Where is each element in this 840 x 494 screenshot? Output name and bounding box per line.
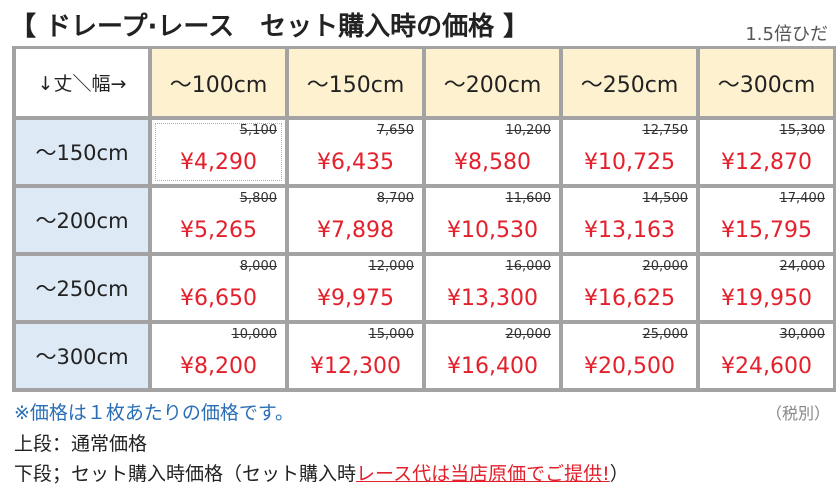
price-cell: 25,000 ¥20,500 <box>561 322 698 390</box>
set-price: ¥6,650 <box>180 286 257 311</box>
set-price: ¥15,795 <box>721 218 812 243</box>
note: 下段；セット購入時価格（セット購入時 <box>14 463 357 485</box>
tax-note: （税別） <box>765 404 830 423</box>
regular-price: 16,000 <box>505 259 552 274</box>
price-cell: 30,000 ¥24,600 <box>698 322 835 390</box>
set-price: ¥19,950 <box>721 286 812 311</box>
set-price: ¥8,580 <box>454 150 531 175</box>
set-price: ¥16,400 <box>447 354 538 379</box>
set-price: ¥8,200 <box>180 354 257 379</box>
set-price: ¥7,898 <box>317 218 394 243</box>
regular-price: 24,000 <box>779 259 826 274</box>
regular-price: 12,000 <box>368 259 415 274</box>
subtitle: 1.5倍ひだ <box>745 24 828 45</box>
price-cell: 12,750 ¥10,725 <box>561 118 698 186</box>
regular-price: 20,000 <box>505 327 552 342</box>
price-cell: 15,300 ¥12,870 <box>698 118 835 186</box>
column-header: ～150cm <box>287 47 424 118</box>
price-cell: 14,500 ¥13,163 <box>561 186 698 254</box>
regular-price: 30,000 <box>779 327 826 342</box>
price-cell: 10,200 ¥8,580 <box>424 118 561 186</box>
row-header: ～200cm <box>14 186 150 254</box>
regular-price: 25,000 <box>642 327 689 342</box>
price-cell: 24,000 ¥19,950 <box>698 254 835 322</box>
price-cell: 16,000 ¥13,300 <box>424 254 561 322</box>
price-cell: 8,700 ¥7,898 <box>287 186 424 254</box>
note: ） <box>609 463 629 485</box>
note: ※価格は１枚あたりの価格です。 <box>14 402 295 424</box>
set-price: ¥6,435 <box>317 150 394 175</box>
column-header: ～100cm <box>150 47 287 118</box>
regular-price: 17,400 <box>779 191 826 206</box>
row-header: ～150cm <box>14 118 150 186</box>
price-cell: 20,000 ¥16,400 <box>424 322 561 390</box>
set-price: ¥12,870 <box>721 150 812 175</box>
corner-header: ↓丈＼幅→ <box>14 47 150 118</box>
regular-price: 11,600 <box>505 191 552 206</box>
set-price: ¥24,600 <box>721 354 812 379</box>
set-price: ¥20,500 <box>584 354 675 379</box>
set-price: ¥13,300 <box>447 286 538 311</box>
regular-price: 5,800 <box>239 191 277 206</box>
regular-price: 14,500 <box>642 191 689 206</box>
column-header: ～250cm <box>561 47 698 118</box>
regular-price: 10,200 <box>505 123 552 138</box>
column-header: ～200cm <box>424 47 561 118</box>
set-price: ¥9,975 <box>317 286 394 311</box>
note: 上段：通常価格 <box>14 433 148 455</box>
set-price: ¥13,163 <box>584 218 675 243</box>
price-cell: 15,000 ¥12,300 <box>287 322 424 390</box>
set-price: ¥5,265 <box>180 218 257 243</box>
price-cell: 11,600 ¥10,530 <box>424 186 561 254</box>
row-header: ～250cm <box>14 254 150 322</box>
price-cell: 8,000 ¥6,650 <box>150 254 287 322</box>
price-cell: 5,800 ¥5,265 <box>150 186 287 254</box>
regular-price: 8,000 <box>239 259 277 274</box>
title: 【 ドレープ·レース セット購入時の価格 】 <box>10 12 530 42</box>
regular-price: 15,300 <box>779 123 826 138</box>
column-header: ～300cm <box>698 47 835 118</box>
regular-price: 15,000 <box>368 327 415 342</box>
price-cell: 7,650 ¥6,435 <box>287 118 424 186</box>
row-header: ～300cm <box>14 322 150 390</box>
set-price: ¥4,290 <box>180 150 257 175</box>
set-price: ¥16,625 <box>584 286 675 311</box>
set-price: ¥10,530 <box>447 218 538 243</box>
regular-price: 12,750 <box>642 123 689 138</box>
price-cell: 10,000 ¥8,200 <box>150 322 287 390</box>
set-price: ¥10,725 <box>584 150 675 175</box>
note: 下段；セット購入時価格（セット購入時レース代は当店原価でご提供!） <box>14 459 629 486</box>
regular-price: 10,000 <box>231 327 278 342</box>
regular-price: 8,700 <box>376 191 414 206</box>
price-cell: 20,000 ¥16,625 <box>561 254 698 322</box>
set-price: ¥12,300 <box>310 354 401 379</box>
price-cell: 5,100 ¥4,290 <box>150 118 287 186</box>
highlight: レース代は当店原価でご提供! <box>356 463 610 485</box>
regular-price: 20,000 <box>642 259 689 274</box>
regular-price: 7,650 <box>376 123 414 138</box>
regular-price: 5,100 <box>239 123 277 138</box>
price-cell: 17,400 ¥15,795 <box>698 186 835 254</box>
price-cell: 12,000 ¥9,975 <box>287 254 424 322</box>
